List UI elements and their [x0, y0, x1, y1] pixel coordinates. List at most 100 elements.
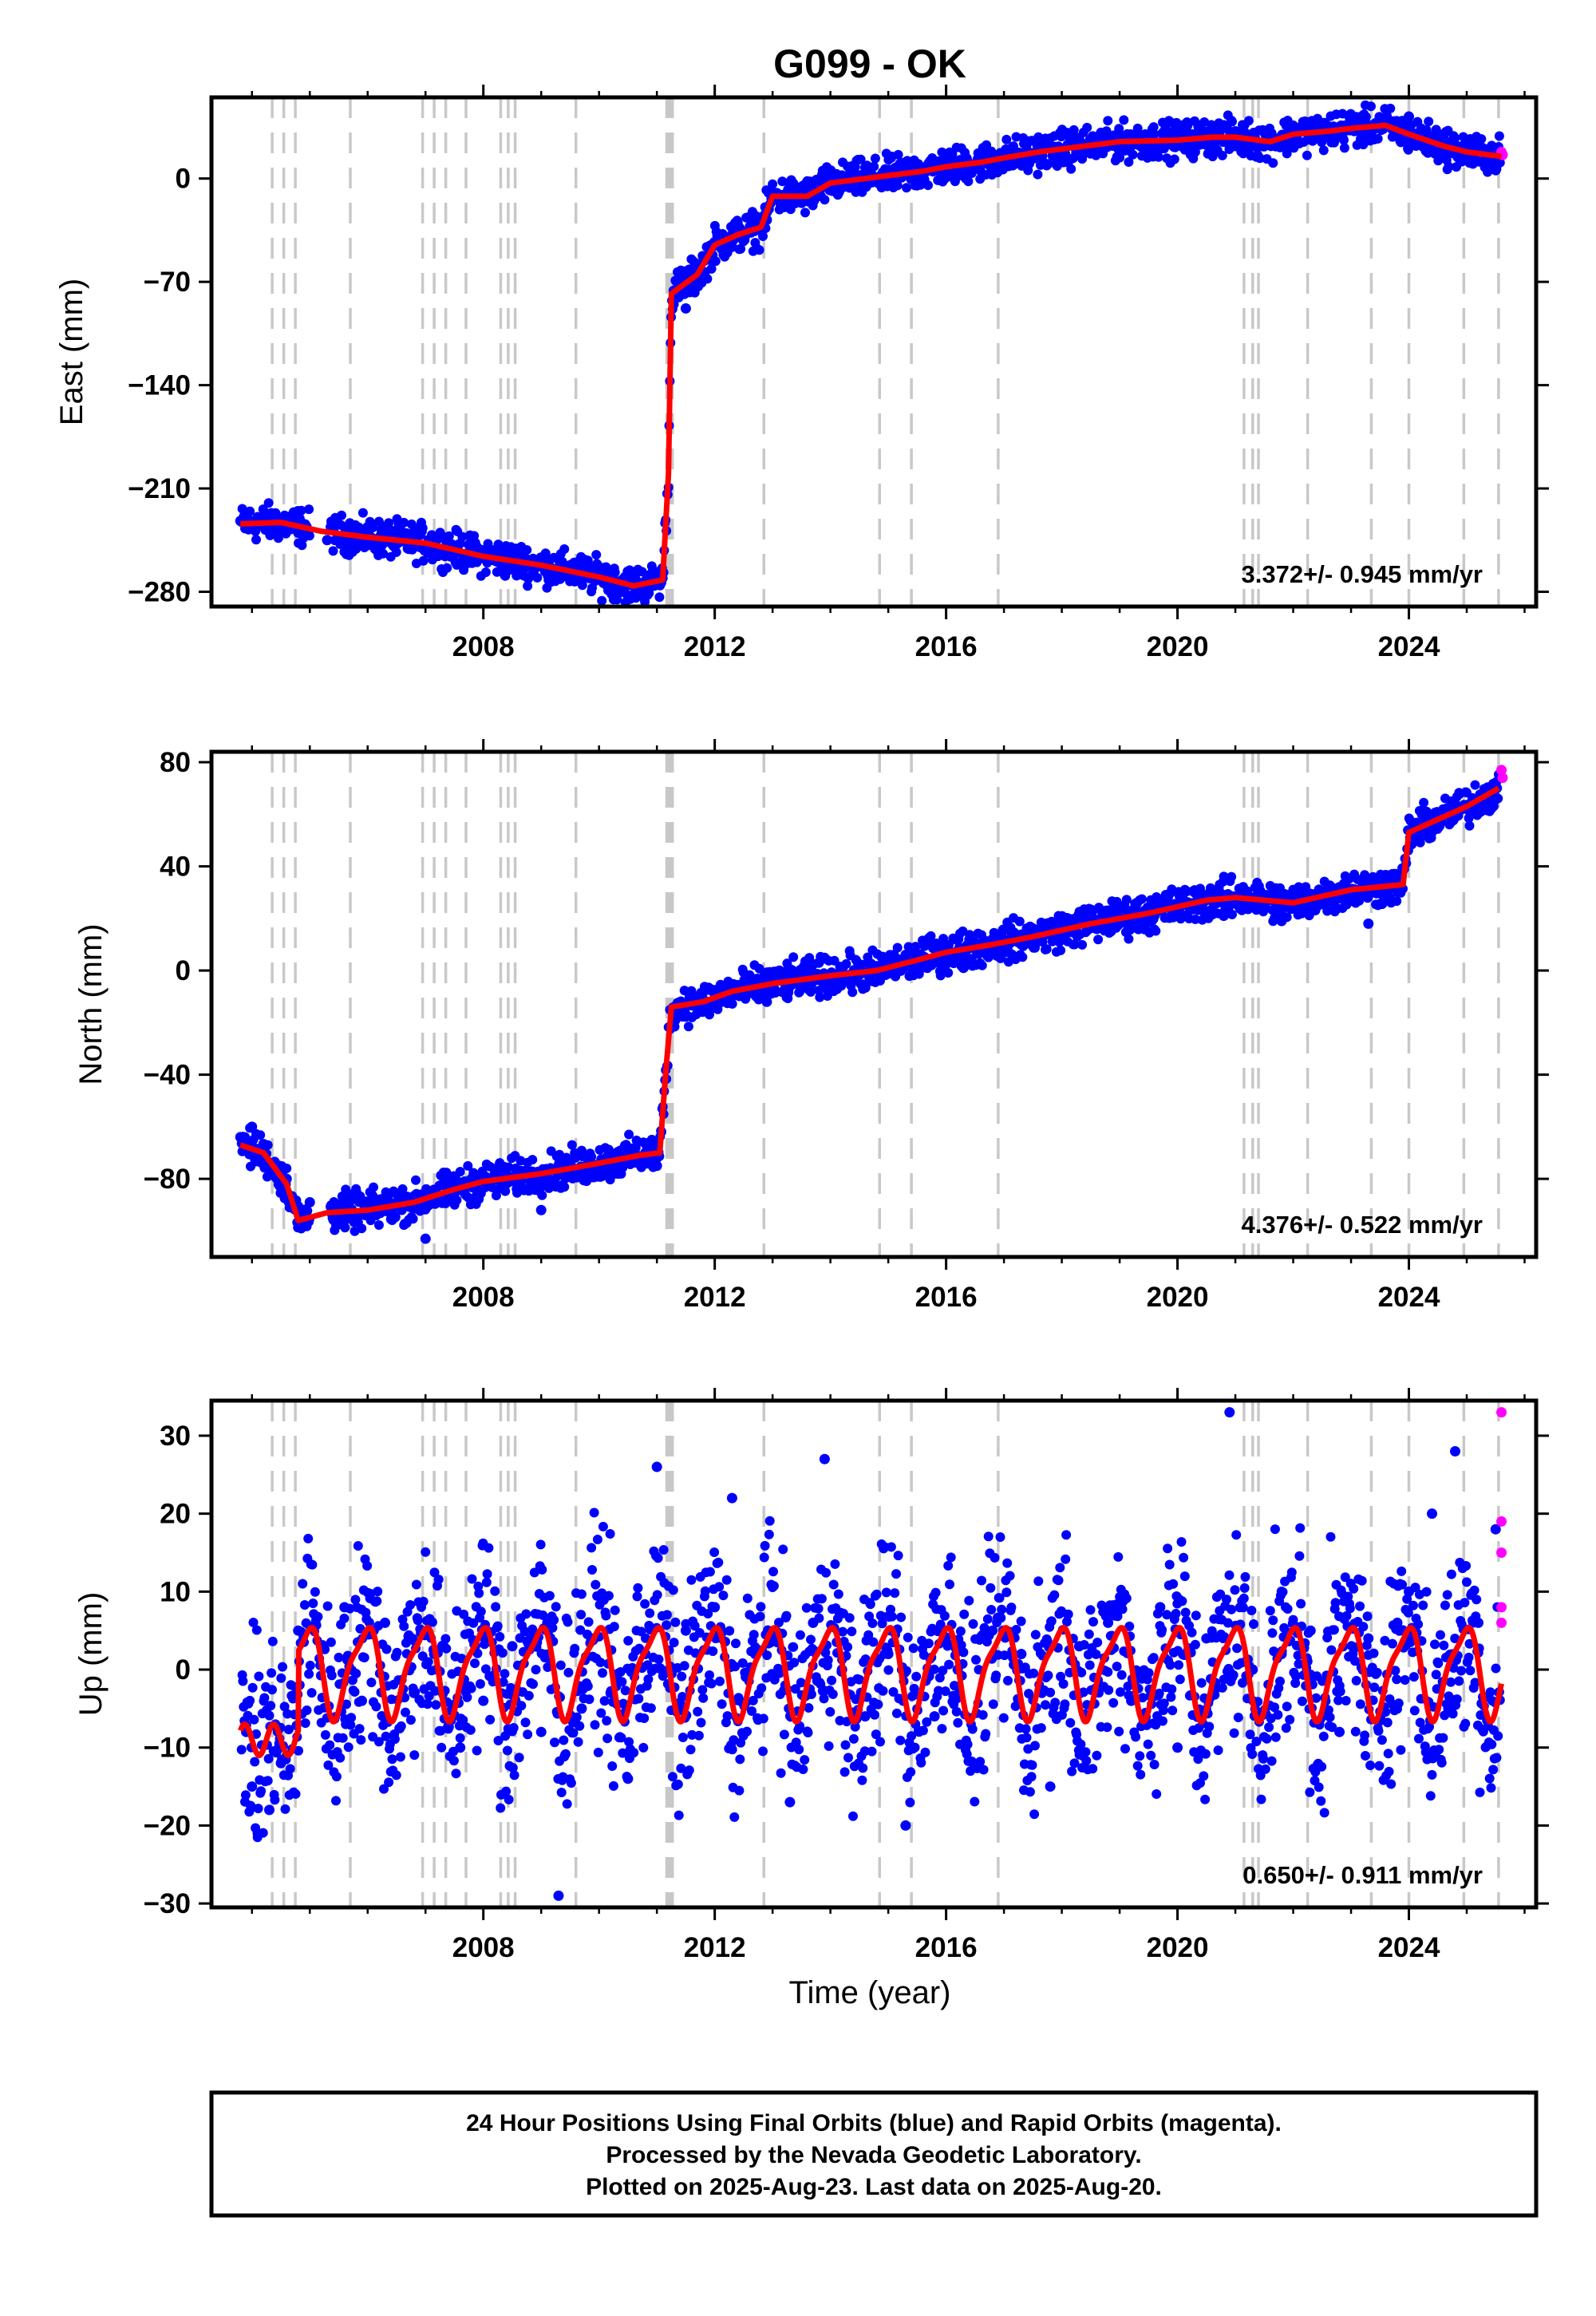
data-point	[1361, 112, 1371, 122]
data-point	[501, 1786, 512, 1796]
data-point	[523, 1729, 533, 1740]
plot-frame	[209, 95, 1539, 609]
data-point	[863, 1630, 874, 1640]
data-point	[399, 517, 409, 528]
data-point	[896, 1612, 907, 1622]
data-point	[420, 1233, 431, 1244]
model-line	[239, 785, 1500, 1223]
data-point	[350, 1186, 361, 1197]
data-point	[362, 1561, 373, 1571]
data-point	[841, 958, 851, 969]
data-point	[299, 1600, 310, 1610]
data-point	[1190, 914, 1200, 924]
data-point	[556, 1788, 567, 1797]
data-point	[590, 1720, 600, 1730]
data-point	[718, 1591, 729, 1601]
data-point	[727, 998, 737, 1009]
data-point	[381, 1644, 392, 1654]
data-point	[893, 1551, 903, 1561]
data-point	[567, 1140, 577, 1150]
data-point	[705, 1670, 714, 1680]
data-point	[911, 942, 921, 952]
data-point	[1404, 111, 1415, 122]
data-point	[601, 1611, 611, 1621]
data-point	[668, 1585, 678, 1595]
data-point	[721, 1575, 732, 1585]
data-point	[795, 1630, 805, 1640]
data-point	[843, 1753, 853, 1763]
data-point	[326, 1637, 336, 1647]
data-point	[892, 943, 903, 953]
data-point	[754, 245, 764, 255]
rapid-point	[1496, 765, 1507, 776]
data-point	[871, 1589, 882, 1599]
data-point	[592, 1535, 602, 1544]
plot-area	[235, 97, 1508, 607]
data-point	[409, 1750, 420, 1761]
y-tick-label: 80	[160, 747, 191, 778]
data-point	[637, 567, 647, 577]
data-point	[680, 302, 691, 314]
data-point	[598, 1521, 608, 1531]
data-point	[722, 1711, 733, 1721]
data-point	[237, 504, 247, 514]
data-point	[813, 1603, 824, 1614]
x-tick-label: 2012	[684, 1282, 746, 1313]
data-point	[873, 1699, 883, 1709]
data-point	[757, 1683, 767, 1694]
data-point	[575, 1625, 586, 1635]
data-point	[838, 1626, 847, 1637]
data-point	[670, 1617, 681, 1627]
data-point	[405, 1715, 416, 1725]
data-point	[338, 1733, 348, 1743]
data-point	[736, 243, 746, 254]
data-point	[491, 1602, 501, 1612]
data-point	[1082, 122, 1092, 132]
data-point	[570, 1643, 580, 1654]
data-point	[355, 1623, 365, 1634]
data-point	[943, 968, 954, 978]
data-point	[923, 1638, 934, 1649]
data-point	[304, 1669, 314, 1679]
data-point	[562, 1799, 572, 1809]
data-point	[715, 1676, 725, 1686]
data-point	[603, 1591, 614, 1601]
data-point	[778, 1544, 788, 1555]
data-point	[794, 1745, 804, 1755]
data-point	[331, 1796, 341, 1806]
data-point	[891, 1569, 901, 1579]
data-point	[800, 1755, 810, 1765]
data-point	[1385, 103, 1396, 113]
data-point	[920, 1747, 930, 1757]
data-point	[350, 1687, 360, 1697]
data-point	[685, 1745, 696, 1755]
data-point	[493, 1736, 504, 1745]
data-point	[296, 505, 306, 516]
data-point	[922, 1717, 932, 1727]
data-point	[408, 1214, 418, 1224]
data-point	[535, 1204, 547, 1215]
data-point	[1103, 905, 1114, 916]
data-point	[907, 1731, 917, 1741]
data-point	[391, 1770, 401, 1780]
data-point	[429, 1567, 440, 1578]
data-point	[481, 1577, 492, 1587]
data-point	[538, 1610, 548, 1620]
data-point	[583, 1681, 593, 1691]
data-point	[423, 1657, 433, 1667]
x-tick-label: 2024	[1378, 631, 1440, 662]
data-point	[847, 987, 858, 998]
data-point	[769, 1674, 780, 1685]
data-point	[644, 588, 654, 599]
data-point	[891, 1708, 902, 1718]
data-point	[331, 1772, 342, 1782]
rate-label: 4.376+/- 0.522 mm/yr	[1242, 1211, 1483, 1239]
data-point	[353, 1541, 363, 1551]
data-point	[337, 510, 346, 520]
data-point	[839, 1767, 850, 1777]
data-point	[294, 1745, 303, 1756]
data-point	[424, 1691, 434, 1701]
data-point	[742, 1593, 753, 1603]
data-point	[713, 1004, 723, 1014]
